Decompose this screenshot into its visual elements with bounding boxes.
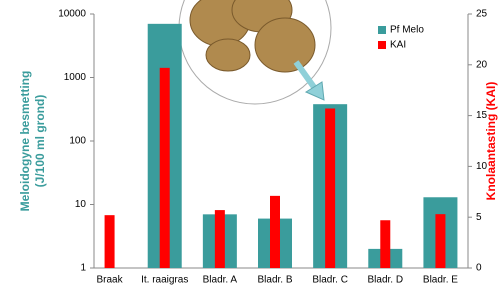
- y2-tick-label: 20: [476, 59, 488, 70]
- y-tick-label: 1: [80, 263, 86, 274]
- y2-tick-label: 15: [476, 110, 488, 121]
- chart: Meloidogyne besmetting (J/100 ml grond) …: [0, 0, 498, 288]
- tuber: [206, 39, 250, 71]
- legend-label: Pf Melo: [390, 25, 424, 36]
- x-tick-label: Bladr. D: [367, 275, 403, 286]
- x-tick-label: Bladr. B: [257, 275, 292, 286]
- y-tick-label: 10: [75, 199, 87, 210]
- x-tick-label: Bladr. E: [423, 275, 458, 286]
- bar: [105, 215, 115, 268]
- legend-swatch: [378, 41, 386, 49]
- y2-tick-label: 0: [476, 263, 482, 274]
- y2-axis-title: Knolaantasting (KAI): [484, 82, 498, 201]
- y-axis-title: Meloidogyne besmetting: [18, 71, 32, 212]
- bar: [325, 108, 335, 268]
- x-tick-label: Bladr. C: [312, 275, 348, 286]
- legend-label: KAI: [390, 40, 406, 51]
- y-tick-label: 100: [69, 136, 86, 147]
- bar: [160, 68, 170, 268]
- x-tick-label: Braak: [97, 275, 124, 286]
- legend-swatch: [378, 26, 386, 34]
- y-tick-label: 1000: [64, 72, 87, 83]
- bar: [435, 214, 445, 268]
- x-tick-label: Bladr. A: [203, 275, 238, 286]
- y2-tick-label: 10: [476, 161, 488, 172]
- y-axis-title: (J/100 ml grond): [33, 95, 47, 188]
- y-tick-label: 10000: [58, 9, 86, 20]
- y2-tick-label: 25: [476, 9, 488, 20]
- bar: [215, 210, 225, 268]
- x-tick-label: It. raaigras: [141, 275, 188, 286]
- bar: [270, 196, 280, 268]
- bar: [380, 220, 390, 268]
- tuber: [255, 18, 315, 72]
- photo-inset: [179, 0, 331, 104]
- y2-tick-label: 5: [476, 212, 482, 223]
